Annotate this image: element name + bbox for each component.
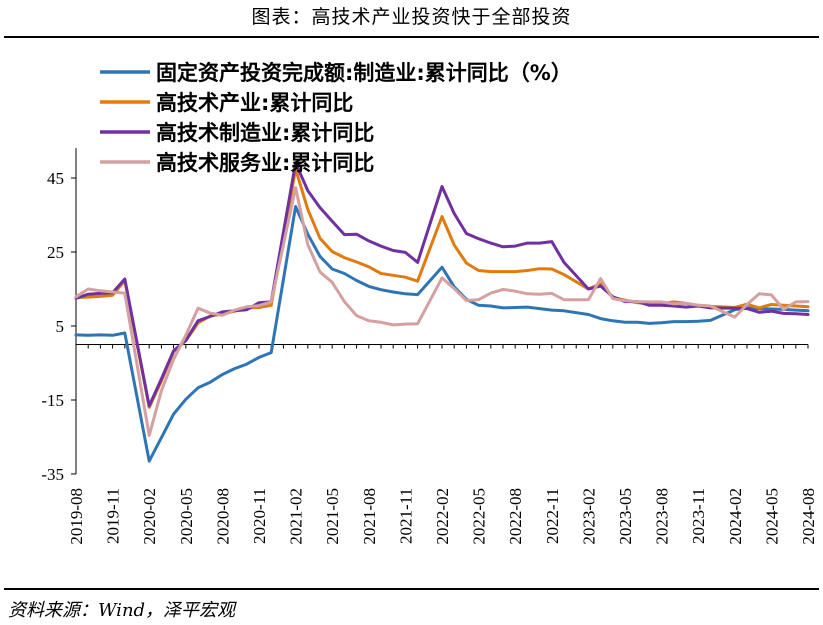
x-tick-label: 2021-11	[396, 488, 415, 544]
y-tick-label: -35	[41, 465, 64, 484]
legend-label-1: 固定资产投资完成额:制造业:累计同比（%）	[156, 61, 572, 85]
x-tick-label: 2021-02	[287, 488, 306, 545]
x-tick-label: 2023-11	[689, 488, 708, 544]
source-note: 资料来源：Wind，泽平宏观	[8, 600, 236, 621]
y-tick-label: -15	[41, 391, 64, 410]
chart-title: 图表：高技术产业投资快于全部投资	[251, 6, 572, 28]
x-tick-label: 2023-02	[579, 488, 598, 545]
x-tick-label: 2021-05	[323, 488, 342, 545]
x-tick-label: 2021-08	[360, 488, 379, 545]
top-rule	[4, 36, 819, 38]
series-layer	[74, 161, 810, 463]
x-tick-label: 2022-11	[543, 488, 562, 544]
legend-label-2: 高技术产业:累计同比	[156, 91, 353, 115]
series-line-1	[74, 205, 810, 463]
y-tick-label: 45	[47, 169, 64, 188]
series-line-4	[74, 186, 810, 437]
x-tick-label: 2020-05	[177, 488, 196, 545]
bottom-rule	[4, 588, 819, 590]
x-tick-label: 2024-08	[799, 488, 818, 545]
x-tick-label: 2022-08	[506, 488, 525, 545]
series-line-2	[74, 167, 810, 409]
y-tick-label: 25	[47, 243, 64, 262]
chart-legend: 固定资产投资完成额:制造业:累计同比（%） 高技术产业:累计同比高技术制造业:累计…	[100, 61, 572, 175]
x-tick-label: 2020-11	[250, 488, 269, 544]
x-tick-label: 2019-08	[67, 488, 86, 545]
x-tick-label: 2023-08	[653, 488, 672, 545]
legend-label-4: 高技术服务业:累计同比	[156, 151, 374, 175]
x-tick-label: 2019-11	[104, 488, 123, 544]
y-tick-label: 5	[56, 317, 65, 336]
x-tick-label: 2024-02	[726, 488, 745, 545]
x-tick-label: 2020-08	[213, 488, 232, 545]
x-tick-label: 2023-05	[616, 488, 635, 545]
series-line-3	[74, 161, 810, 408]
x-tick-label: 2020-02	[140, 488, 159, 545]
x-tick-label: 2022-02	[433, 488, 452, 545]
legend-label-3: 高技术制造业:累计同比	[156, 121, 374, 145]
x-tick-label: 2024-05	[762, 488, 781, 545]
x-tick-label: 2022-05	[470, 488, 489, 545]
